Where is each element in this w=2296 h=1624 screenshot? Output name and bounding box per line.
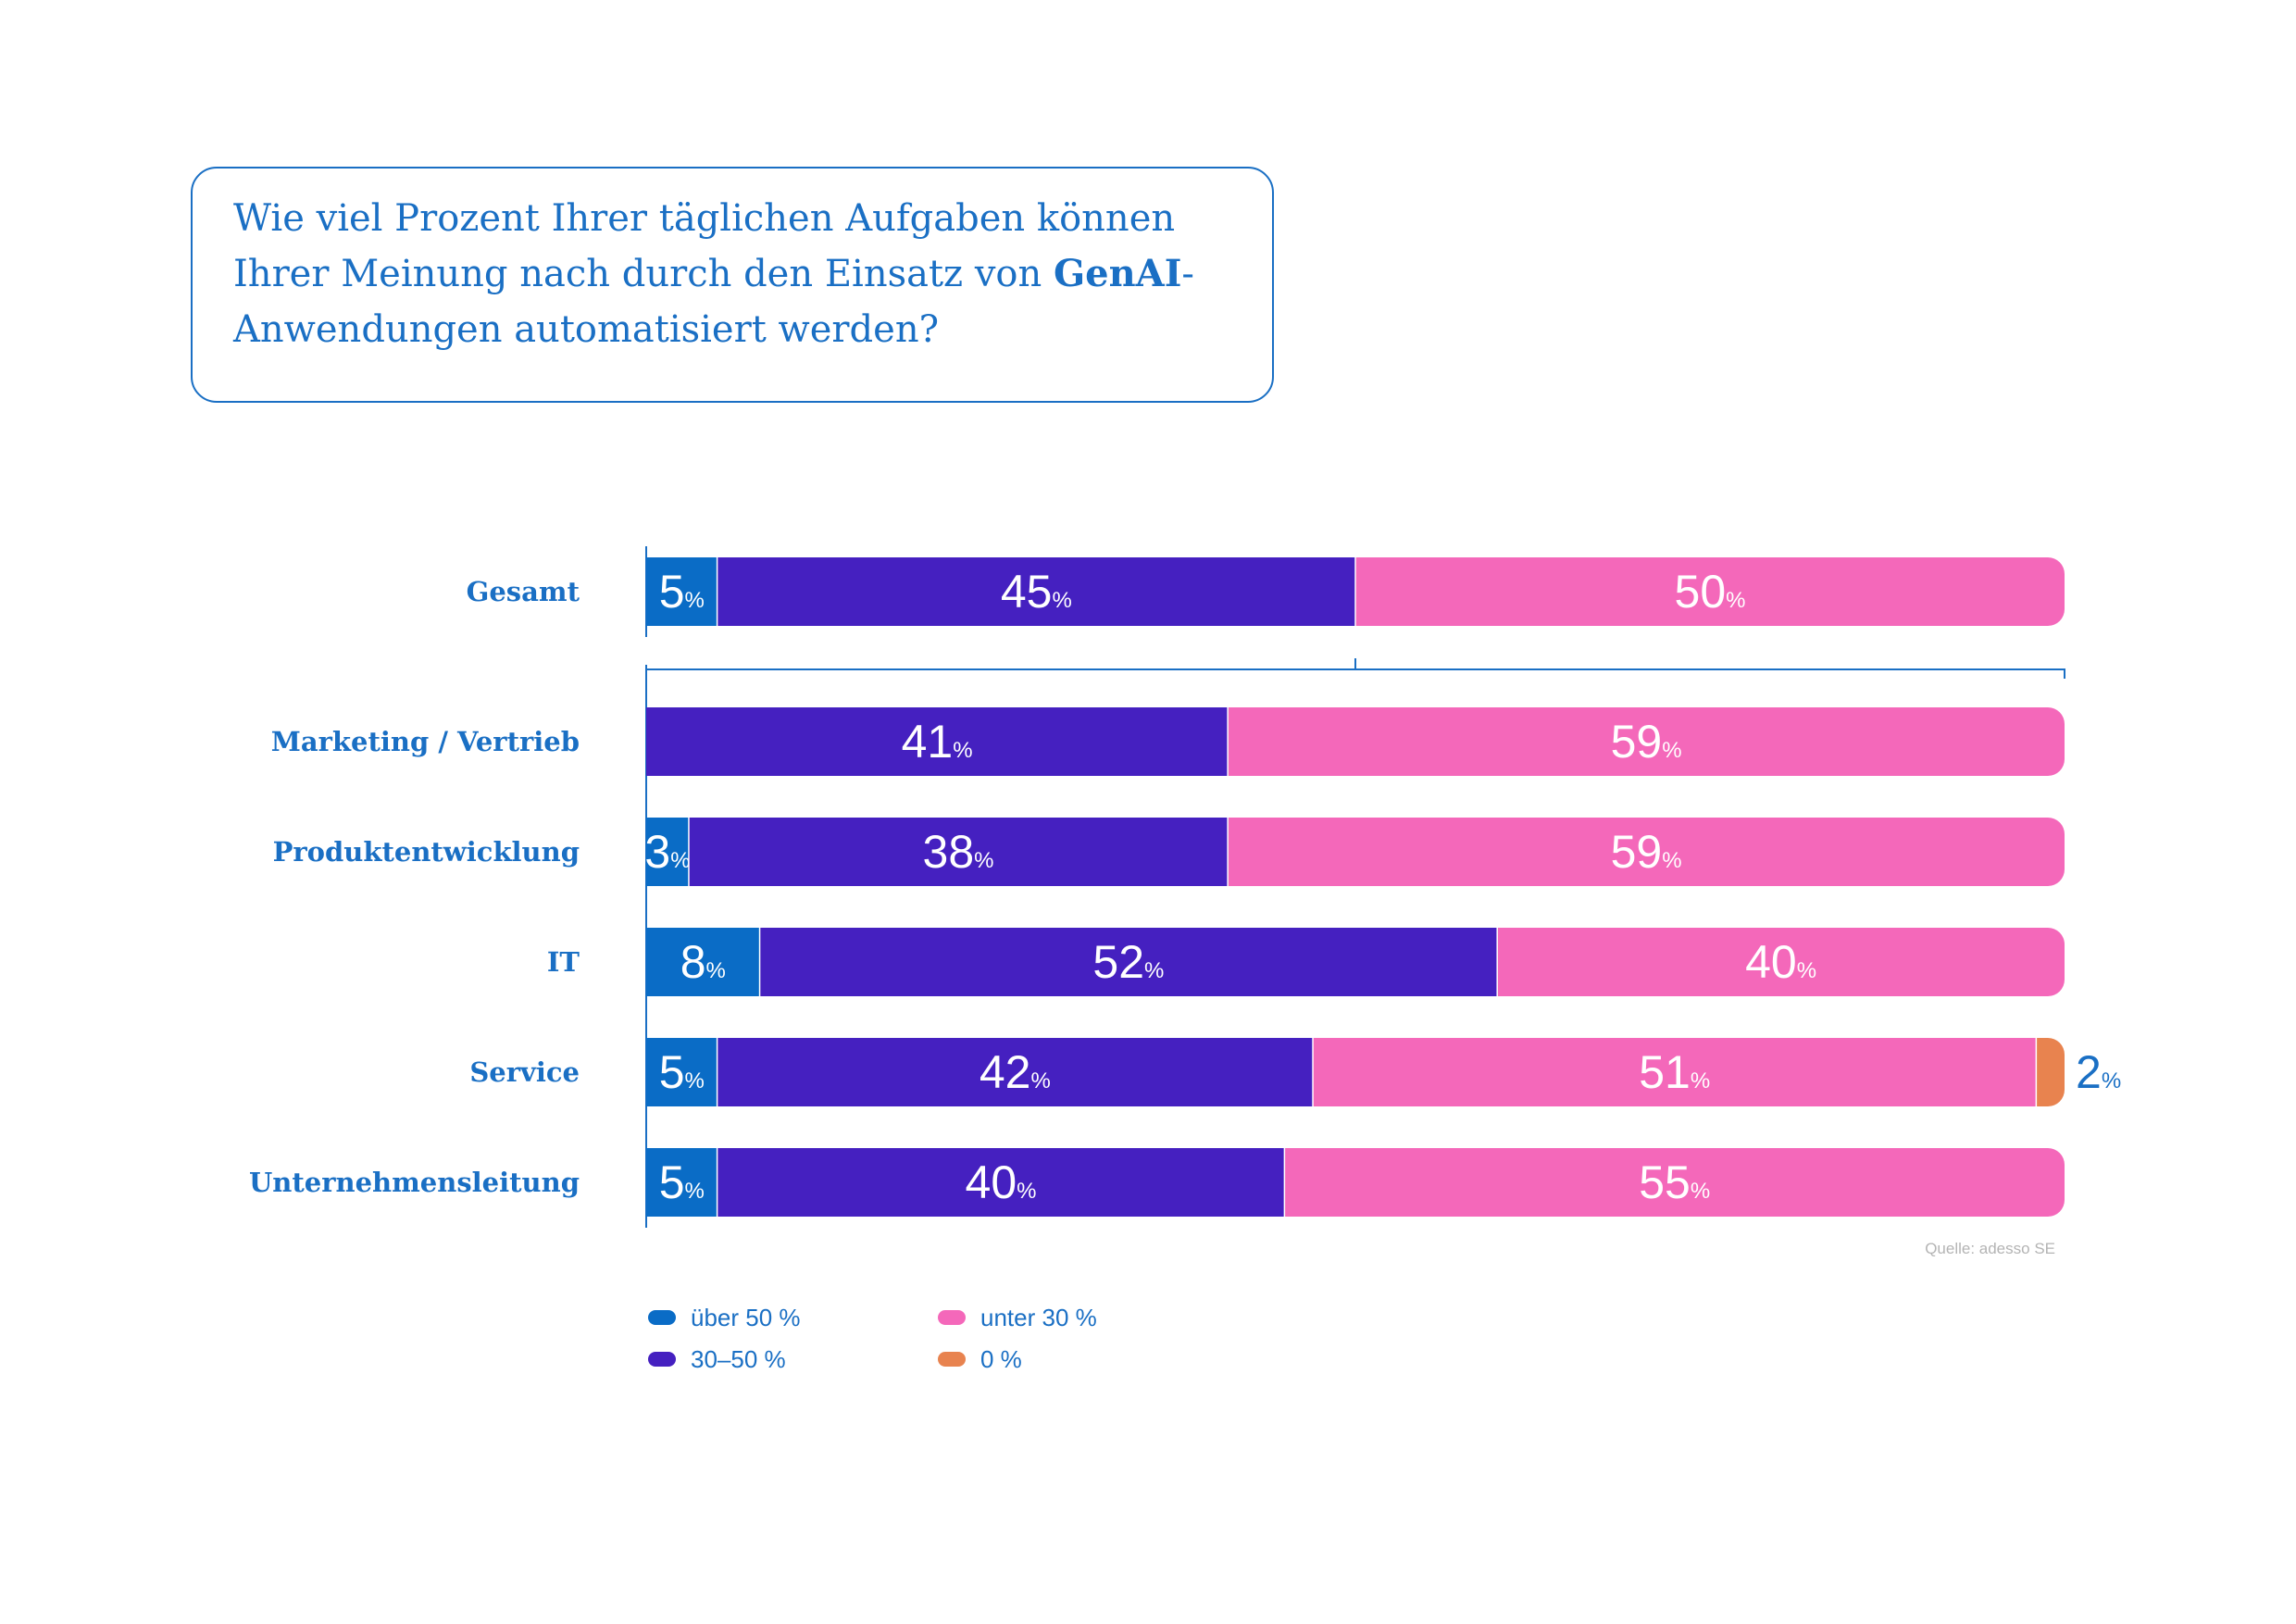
question-bold: GenAI <box>1053 252 1182 295</box>
bar-segment-it-2 <box>1497 928 2065 996</box>
data-label-unternehmensleitung-0: 5% <box>659 1156 705 1208</box>
bar-segment-produktentwicklung-2 <box>1228 818 2065 886</box>
category-label-it: IT <box>547 946 580 978</box>
bar-segment-produktentwicklung-1 <box>688 818 1229 886</box>
legend-item-over50: über 50 % <box>648 1304 801 1331</box>
data-label-produktentwicklung-2: 59% <box>1611 826 1682 878</box>
data-label-unternehmensleitung-1: 40% <box>966 1156 1037 1208</box>
bar-row-unternehmensleitung: Unternehmensleitung 5% 40% 55% <box>249 1148 2065 1217</box>
data-label-marketing-vertrieb-1: 41% <box>902 716 973 768</box>
data-label-service-0: 5% <box>659 1046 705 1098</box>
legend-label-over50: über 50 % <box>691 1303 801 1331</box>
category-label-unternehmensleitung: Unternehmensleitung <box>249 1167 580 1198</box>
bar-segment-service-0 <box>646 1038 718 1106</box>
category-label-produktentwicklung: Produktentwicklung <box>273 836 580 868</box>
bar-segment-it-0 <box>646 928 760 996</box>
question-text: Wie viel Prozent Ihrer täglichen Aufgabe… <box>233 191 1252 357</box>
data-label-produktentwicklung-0: 3% <box>644 826 690 878</box>
legend-swatch-over50 <box>648 1310 676 1325</box>
question-box: Wie viel Prozent Ihrer täglichen Aufgabe… <box>191 167 1274 403</box>
category-label-marketing-vertrieb: Marketing / Vertrieb <box>271 726 580 757</box>
bar-segment-marketing-vertrieb-2 <box>1228 707 2065 776</box>
bar-row-marketing-vertrieb: Marketing / Vertrieb 41% 59% <box>271 707 2065 776</box>
bar-segment-service-2 <box>1313 1038 2037 1106</box>
legend-label-under30: unter 30 % <box>980 1303 1097 1331</box>
data-label-service-1: 42% <box>980 1046 1051 1098</box>
data-label-it-0: 8% <box>680 936 726 988</box>
bar-segment-unternehmensleitung-0 <box>646 1148 718 1217</box>
bar-segment-gesamt-0 <box>646 557 718 626</box>
bar-segment-unternehmensleitung-1 <box>717 1148 1285 1217</box>
bar-row-it: IT 8% 52% 40% <box>547 928 2065 996</box>
bar-row-produktentwicklung: Produktentwicklung 3% 38% 59% <box>273 818 2065 886</box>
group-bracket <box>645 658 2065 679</box>
bar-row-service: Service 5% 42% 51% 2% <box>469 1038 2121 1106</box>
source-note: Quelle: adesso SE <box>1925 1240 2055 1257</box>
data-label-gesamt-1: 45% <box>1001 566 1072 618</box>
data-label-produktentwicklung-1: 38% <box>923 826 994 878</box>
data-label-marketing-vertrieb-2: 59% <box>1611 716 1682 768</box>
category-label-gesamt: Gesamt <box>467 576 580 607</box>
data-label-gesamt-0: 5% <box>659 566 705 618</box>
legend-item-zero: 0 % <box>938 1345 1022 1373</box>
bar-row-gesamt: Gesamt 5% 45% 50% <box>467 557 2065 626</box>
data-label-unternehmensleitung-2: 55% <box>1639 1156 1710 1208</box>
bar-segment-unternehmensleitung-2 <box>1284 1148 2065 1217</box>
bar-segment-gesamt-1 <box>717 557 1355 626</box>
bar-segment-service-3 <box>2036 1038 2065 1106</box>
data-label-gesamt-2: 50% <box>1675 566 1746 618</box>
bar-segment-it-1 <box>759 928 1498 996</box>
bar-segment-marketing-vertrieb-1 <box>646 707 1229 776</box>
question-part2: -Anwendungen automatisiert werden? <box>233 253 1194 351</box>
data-label-service-3: 2% <box>2076 1046 2121 1098</box>
bar-segment-gesamt-2 <box>1355 557 2065 626</box>
data-label-service-2: 51% <box>1639 1046 1710 1098</box>
question-part1: Wie viel Prozent Ihrer täglichen Aufgabe… <box>233 197 1176 295</box>
legend-label-zero: 0 % <box>980 1344 1022 1373</box>
legend-item-under30: unter 30 % <box>938 1304 1097 1331</box>
legend-swatch-mid <box>648 1352 676 1367</box>
bar-segment-service-1 <box>717 1038 1314 1106</box>
category-label-service: Service <box>469 1056 580 1088</box>
data-label-it-2: 40% <box>1745 936 1816 988</box>
bar-segment-produktentwicklung-0 <box>646 818 689 886</box>
legend-item-mid: 30–50 % <box>648 1345 786 1373</box>
legend-swatch-under30 <box>938 1310 966 1325</box>
legend-swatch-zero <box>938 1352 966 1367</box>
legend-label-mid: 30–50 % <box>691 1344 786 1373</box>
data-label-it-1: 52% <box>1092 936 1164 988</box>
